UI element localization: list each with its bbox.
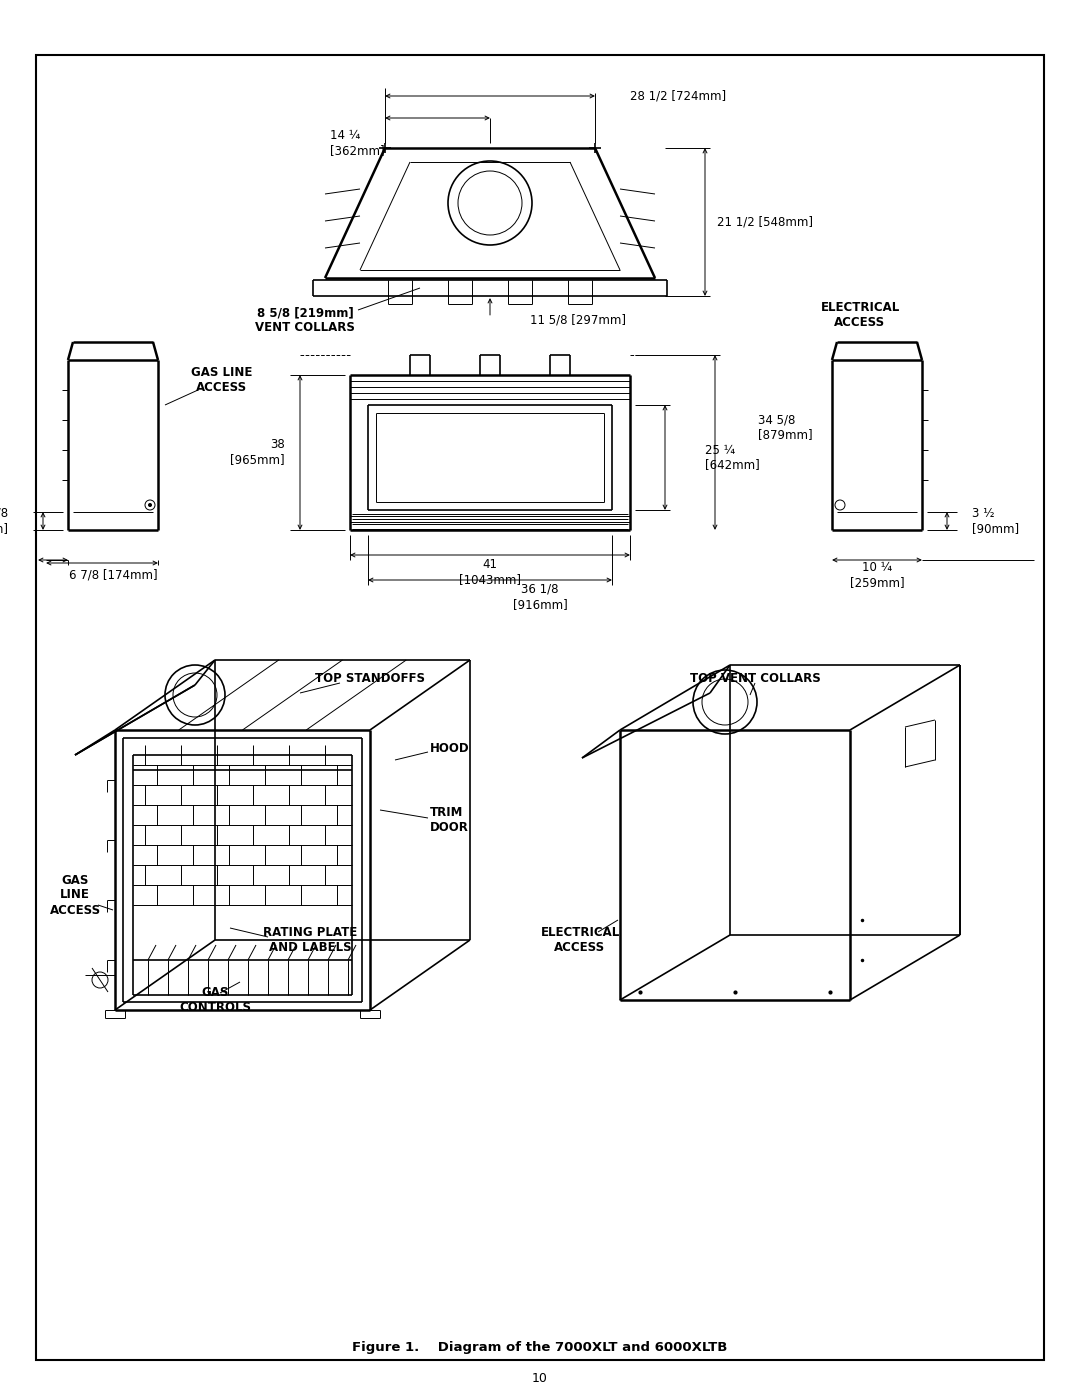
Text: 36 1/8
[916mm]: 36 1/8 [916mm] xyxy=(513,583,567,610)
Text: GAS LINE
ACCESS: GAS LINE ACCESS xyxy=(191,366,253,394)
Circle shape xyxy=(148,503,152,507)
Text: 2 1/8
[55mm]: 2 1/8 [55mm] xyxy=(0,507,8,535)
Text: 21 1/2 [548mm]: 21 1/2 [548mm] xyxy=(717,215,813,229)
Text: 11 5/8 [297mm]: 11 5/8 [297mm] xyxy=(530,313,626,327)
Text: 6 7/8 [174mm]: 6 7/8 [174mm] xyxy=(69,569,158,581)
Text: GAS
LINE
ACCESS: GAS LINE ACCESS xyxy=(50,873,100,916)
Text: 38
[965mm]: 38 [965mm] xyxy=(230,439,285,467)
Text: 14 ¼
[362mm]: 14 ¼ [362mm] xyxy=(330,129,384,156)
Text: 34 5/8
[879mm]: 34 5/8 [879mm] xyxy=(758,414,812,441)
Text: GAS
CONTROLS: GAS CONTROLS xyxy=(179,986,251,1014)
Text: 41
[1043mm]: 41 [1043mm] xyxy=(459,557,521,585)
Text: 3 ½
[90mm]: 3 ½ [90mm] xyxy=(972,507,1020,535)
Text: ELECTRICAL
ACCESS: ELECTRICAL ACCESS xyxy=(821,300,900,330)
Text: 10: 10 xyxy=(532,1372,548,1384)
Text: 10 ¼
[259mm]: 10 ¼ [259mm] xyxy=(850,562,904,590)
Text: TRIM
DOOR: TRIM DOOR xyxy=(430,806,469,834)
Text: Figure 1.    Diagram of the 7000XLT and 6000XLTB: Figure 1. Diagram of the 7000XLT and 600… xyxy=(352,1341,728,1355)
Text: TOP STANDOFFS: TOP STANDOFFS xyxy=(315,672,426,685)
Text: 8 5/8 [219mm]
VENT COLLARS: 8 5/8 [219mm] VENT COLLARS xyxy=(255,306,355,334)
Text: RATING PLATE
AND LABELS: RATING PLATE AND LABELS xyxy=(262,926,357,954)
Text: TOP VENT COLLARS: TOP VENT COLLARS xyxy=(690,672,821,685)
Text: 28 1/2 [724mm]: 28 1/2 [724mm] xyxy=(630,89,726,102)
Text: ELECTRICAL
ACCESS: ELECTRICAL ACCESS xyxy=(540,926,620,954)
Text: 25 ¼
[642mm]: 25 ¼ [642mm] xyxy=(705,443,759,472)
Text: HOOD: HOOD xyxy=(430,742,470,754)
